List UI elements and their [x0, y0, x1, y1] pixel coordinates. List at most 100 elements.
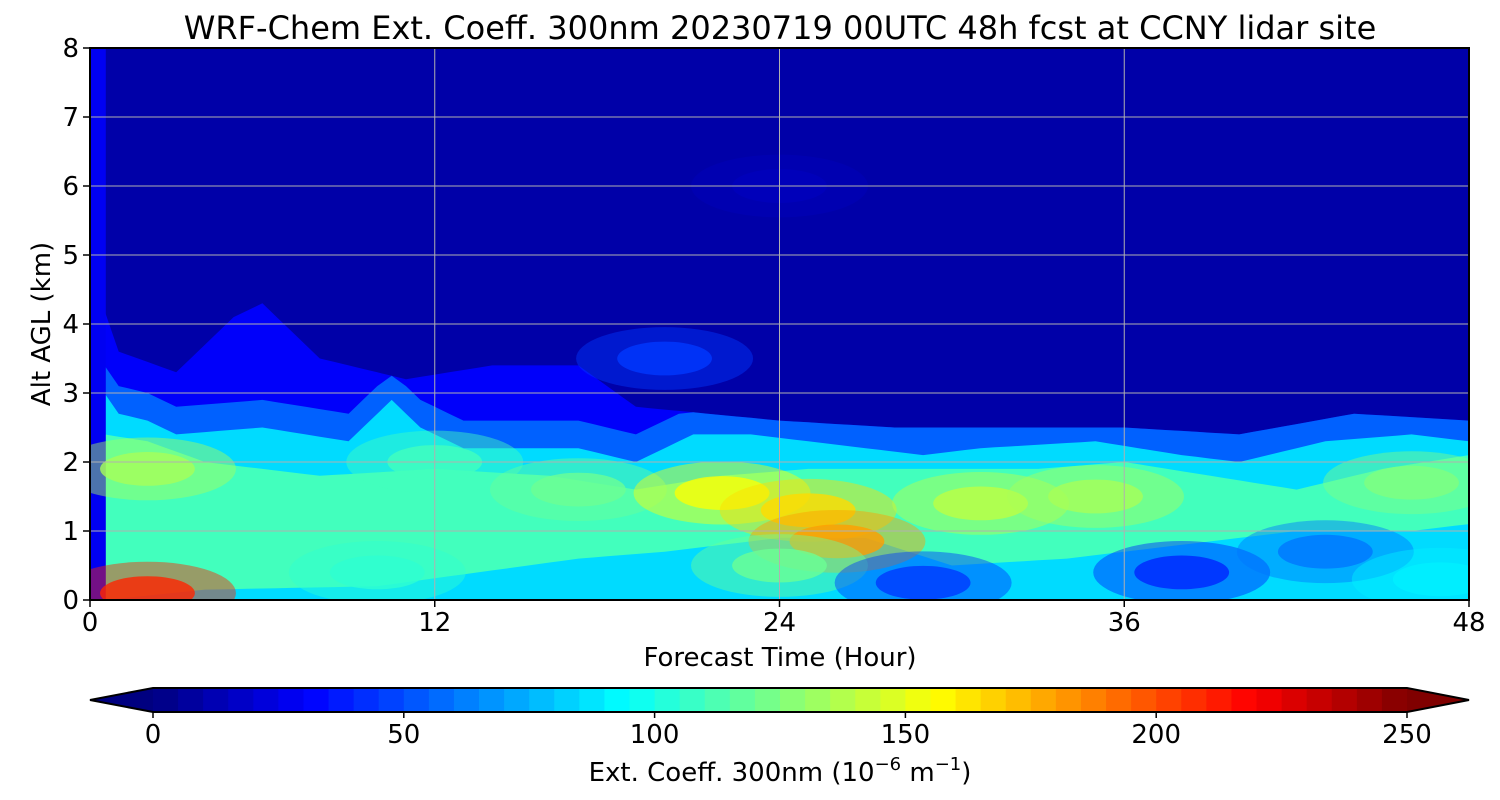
colorbar-extend-low: [90, 688, 153, 712]
colorbar-segment-37: [1080, 688, 1107, 712]
colorbar-segment-2: [203, 688, 229, 712]
colorbar-segment-34: [1005, 688, 1032, 712]
colorbar-tick-label-5: 250: [1382, 720, 1432, 750]
x-axis-label: Forecast Time (Hour): [643, 643, 916, 673]
colorbar-segment-24: [754, 688, 781, 712]
feature-6: [760, 493, 856, 528]
colorbar-label: Ext. Coeff. 300nm (10−6 m−1): [589, 754, 972, 788]
colorbar-tick-label-3: 150: [881, 720, 931, 750]
x-tick-label-0: 0: [82, 608, 99, 638]
feature-15: [1392, 562, 1469, 597]
colorbar-segment-45: [1281, 688, 1308, 712]
y-tick-label-3: 3: [62, 379, 79, 409]
colorbar-segment-9: [378, 688, 405, 712]
feature-13: [1277, 534, 1373, 569]
x-axis: 0 12 24 36 48: [82, 600, 1486, 638]
colorbar-segment-10: [403, 688, 430, 712]
feature-12: [1134, 555, 1230, 590]
colorbar-segment-43: [1231, 688, 1258, 712]
feature-7: [789, 524, 885, 559]
colorbar-segment-27: [830, 688, 856, 712]
feature-0: [100, 576, 195, 600]
feature-4: [530, 472, 626, 507]
colorbar-segment-26: [805, 688, 831, 712]
colorbar-segment-5: [278, 688, 305, 712]
colorbar-segment-48: [1356, 688, 1383, 712]
colorbar-label-main: Ext. Coeff. 300nm (10: [589, 758, 875, 788]
colorbar-segment-47: [1331, 688, 1358, 712]
colorbar-segment-33: [980, 688, 1007, 712]
y-tick-label-1: 1: [62, 517, 79, 547]
y-tick-label-7: 7: [62, 103, 79, 133]
y-tick-label-5: 5: [62, 241, 79, 271]
x-tick-label-1: 12: [418, 608, 451, 638]
y-axis: 0 1 2 3 4 5 6 7 8: [62, 34, 90, 616]
colorbar-segment-20: [654, 688, 681, 712]
colorbar-segment-21: [679, 688, 706, 712]
colorbar-label-end: ): [961, 758, 971, 788]
colorbar-segment-0: [153, 688, 179, 712]
colorbar-segment-44: [1256, 688, 1283, 712]
y-tick-label-4: 4: [62, 310, 79, 340]
colorbar-segment-30: [905, 688, 932, 712]
colorbar-segment-36: [1055, 688, 1082, 712]
colorbar-segment-46: [1306, 688, 1333, 712]
colorbar-segment-29: [880, 688, 906, 712]
feature-2: [329, 555, 425, 590]
colorbar-segment-31: [930, 688, 957, 712]
colorbar-ticks: 0 50 100 150 200 250: [145, 712, 1432, 750]
feature-9: [875, 565, 971, 600]
feature-1: [100, 451, 195, 486]
feature-16: [617, 341, 712, 376]
colorbar-segment-38: [1106, 688, 1132, 712]
colorbar-segment-11: [428, 688, 455, 712]
colorbar-segment-39: [1131, 688, 1157, 712]
y-tick-label-6: 6: [62, 172, 79, 202]
x-tick-label-4: 48: [1452, 608, 1485, 638]
colorbar-tick-label-2: 100: [630, 720, 680, 750]
colorbar-tick-label-0: 0: [145, 720, 162, 750]
colorbar-segment-19: [629, 688, 656, 712]
colorbar-label-exp1: −6: [875, 754, 902, 775]
chart-title: WRF-Chem Ext. Coeff. 300nm 20230719 00UT…: [184, 9, 1377, 47]
colorbar-segment-17: [579, 688, 606, 712]
y-tick-label-0: 0: [62, 586, 79, 616]
colorbar-segment-35: [1030, 688, 1057, 712]
colorbar-segment-32: [955, 688, 982, 712]
colorbar-segment-7: [328, 688, 355, 712]
colorbar-segment-6: [303, 688, 330, 712]
x-tick-label-2: 24: [763, 608, 796, 638]
feature-10: [933, 486, 1029, 521]
colorbar-segment-18: [604, 688, 631, 712]
colorbar-segment-42: [1206, 688, 1233, 712]
colorbar-segment-25: [780, 688, 806, 712]
colorbar-segment-13: [479, 688, 505, 712]
x-tick-label-3: 36: [1108, 608, 1141, 638]
colorbar-segment-40: [1156, 688, 1182, 712]
colorbar-label-mid: m: [901, 758, 935, 788]
colorbar-segment-1: [178, 688, 204, 712]
colorbar-segment-4: [253, 688, 279, 712]
colorbar-segment-23: [729, 688, 756, 712]
grid-lines: [90, 48, 1469, 600]
colorbar-segment-28: [855, 688, 881, 712]
feature-14: [1364, 465, 1459, 500]
colorbar: [89, 687, 1470, 713]
colorbar-extend-high: [1407, 688, 1469, 712]
colorbar-segment-3: [228, 688, 254, 712]
y-axis-label: Alt AGL (km): [27, 242, 57, 406]
feature-5: [674, 476, 770, 510]
y-tick-label-2: 2: [62, 448, 79, 478]
colorbar-segment-49: [1381, 688, 1408, 712]
colorbar-label-exp2: −1: [935, 754, 962, 775]
colorbar-segment-12: [453, 688, 480, 712]
colorbar-segment-8: [353, 688, 380, 712]
colorbar-tick-label-4: 200: [1131, 720, 1181, 750]
colorbar-segment-22: [704, 688, 731, 712]
colorbar-segment-14: [504, 688, 530, 712]
colorbar-segment-15: [529, 688, 555, 712]
colorbar-tick-label-1: 50: [387, 720, 420, 750]
colorbar-segment-41: [1181, 688, 1207, 712]
colorbar-segment-16: [554, 688, 580, 712]
